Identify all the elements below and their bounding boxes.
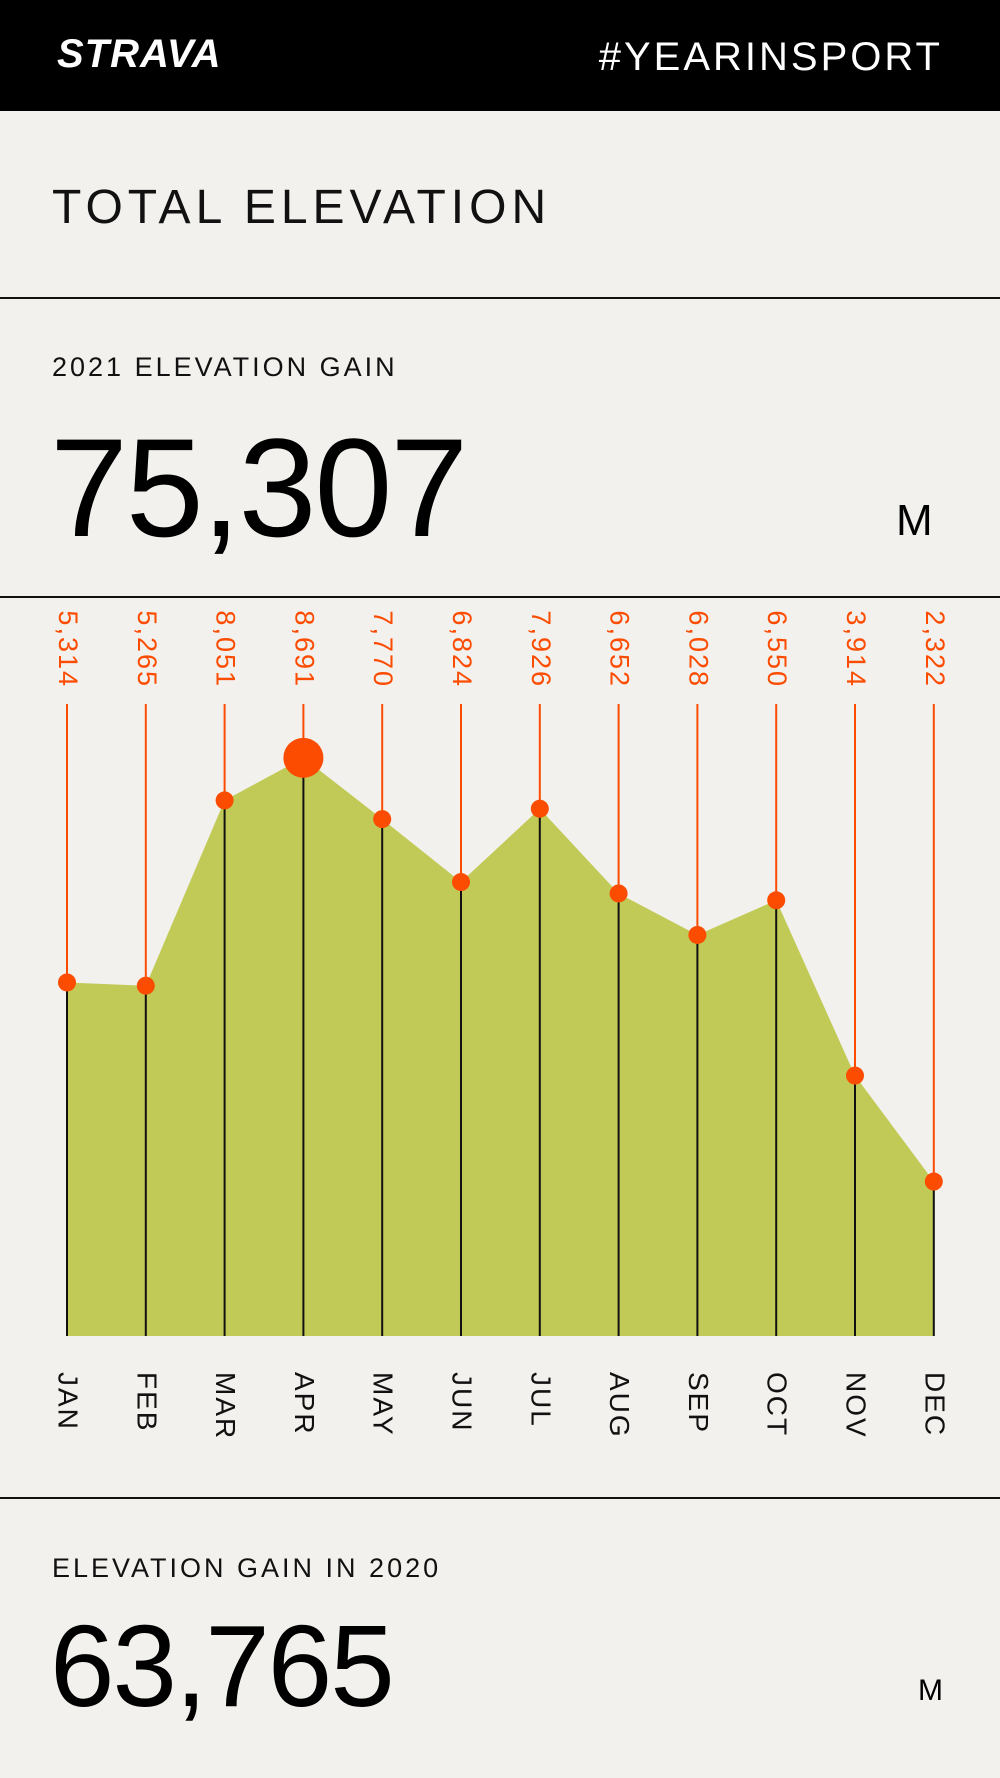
value-label-feb: 5,265: [132, 610, 162, 688]
page-title: TOTAL ELEVATION: [52, 181, 552, 234]
divider: [0, 297, 1000, 299]
current-year-unit: M: [896, 496, 933, 545]
data-point-apr: [283, 737, 324, 778]
month-label-apr: APR: [289, 1372, 320, 1436]
hashtag-label: #YEARINSPORT: [598, 35, 943, 79]
data-point-mar: [215, 791, 234, 810]
value-label-jul: 7,926: [526, 610, 556, 688]
month-label-oct: OCT: [762, 1372, 793, 1437]
previous-year-unit: M: [918, 1674, 943, 1707]
header-bar: STRAVA #YEARINSPORT: [0, 0, 1000, 111]
elevation-chart: 5,314 JAN 5,265 FEB 8,051 MAR 8,691 APR 7,770 MAY…: [53, 610, 951, 1440]
value-label-may: 7,770: [368, 610, 398, 688]
previous-year-label: ELEVATION GAIN IN 2020: [52, 1553, 442, 1583]
data-point-sep: [688, 925, 707, 944]
value-label-nov: 3,914: [841, 610, 871, 688]
value-label-dec: 2,322: [920, 610, 950, 688]
value-label-sep: 6,028: [683, 610, 713, 688]
value-label-aug: 6,652: [605, 610, 635, 688]
previous-year-value: 63,765: [50, 1601, 395, 1731]
current-year-label: 2021 ELEVATION GAIN: [52, 352, 398, 382]
value-label-mar: 8,051: [211, 610, 241, 688]
data-point-oct: [767, 891, 786, 910]
month-label-dec: DEC: [919, 1372, 950, 1437]
current-year-value: 75,307: [50, 409, 468, 566]
month-label-may: MAY: [368, 1372, 399, 1437]
divider: [0, 596, 1000, 598]
month-label-mar: MAR: [210, 1372, 241, 1440]
month-label-jul: JUL: [525, 1372, 556, 1428]
month-label-nov: NOV: [841, 1372, 872, 1439]
value-label-oct: 6,550: [762, 610, 792, 688]
data-point-may: [373, 810, 392, 829]
month-label-sep: SEP: [683, 1372, 714, 1434]
data-point-jan: [58, 973, 76, 992]
data-point-jul: [530, 799, 549, 818]
elevation-area: [67, 757, 934, 1336]
data-point-dec: [924, 1172, 943, 1191]
value-label-jan: 5,314: [53, 610, 83, 688]
data-point-aug: [609, 884, 628, 903]
strava-logo[interactable]: STRAVA: [57, 32, 222, 76]
data-point-feb: [136, 976, 155, 995]
data-point-jun: [452, 873, 470, 892]
month-label-jan: JAN: [53, 1372, 84, 1431]
value-label-jun: 6,824: [447, 610, 477, 688]
value-label-apr: 8,691: [289, 610, 319, 688]
month-label-feb: FEB: [131, 1372, 162, 1432]
month-label-aug: AUG: [604, 1372, 635, 1439]
data-point-nov: [846, 1066, 864, 1085]
month-label-jun: JUN: [447, 1372, 478, 1432]
divider: [0, 1497, 1000, 1499]
